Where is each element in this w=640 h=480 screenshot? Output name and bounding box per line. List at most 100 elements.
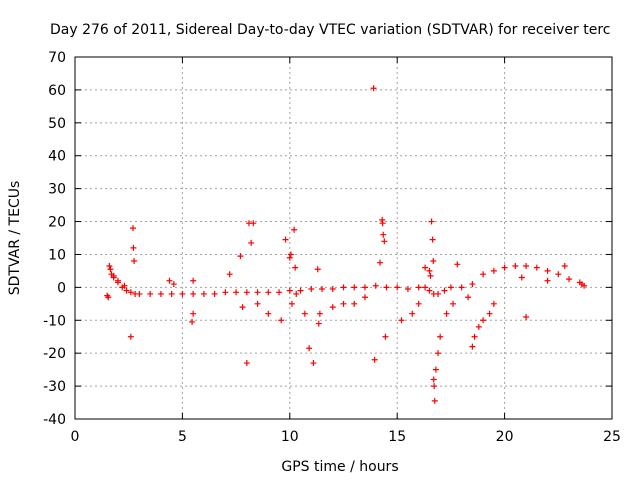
data-point bbox=[240, 304, 246, 310]
y-tick-label: 50 bbox=[48, 116, 66, 132]
data-point bbox=[315, 266, 321, 272]
data-point bbox=[222, 289, 228, 295]
data-point bbox=[316, 321, 322, 327]
data-point bbox=[278, 317, 284, 323]
x-tick-label: 20 bbox=[496, 429, 514, 445]
data-point bbox=[128, 334, 134, 340]
y-tick-label: 60 bbox=[48, 83, 66, 99]
data-point bbox=[341, 301, 347, 307]
data-point bbox=[276, 289, 282, 295]
data-point bbox=[302, 311, 308, 317]
data-point bbox=[179, 291, 185, 297]
data-point bbox=[382, 334, 388, 340]
y-tick-label: 30 bbox=[48, 182, 66, 198]
data-point bbox=[469, 344, 475, 350]
data-point bbox=[431, 377, 437, 383]
data-point bbox=[319, 286, 325, 292]
data-point bbox=[502, 265, 508, 271]
data-point bbox=[189, 319, 195, 325]
data-point bbox=[381, 238, 387, 244]
data-point bbox=[398, 317, 404, 323]
data-point bbox=[255, 301, 261, 307]
data-point bbox=[308, 286, 314, 292]
data-point bbox=[426, 288, 432, 294]
data-point bbox=[422, 265, 428, 271]
series-sdtvar bbox=[104, 85, 587, 404]
data-point bbox=[487, 311, 493, 317]
y-tick-label: 70 bbox=[48, 50, 66, 66]
data-point bbox=[362, 294, 368, 300]
data-point bbox=[265, 311, 271, 317]
data-point bbox=[351, 301, 357, 307]
data-point bbox=[523, 263, 529, 269]
data-point bbox=[448, 284, 454, 290]
data-point bbox=[409, 311, 415, 317]
data-point bbox=[422, 284, 428, 290]
data-point bbox=[233, 289, 239, 295]
data-point bbox=[244, 289, 250, 295]
data-point bbox=[426, 268, 432, 274]
data-point bbox=[341, 284, 347, 290]
data-point bbox=[380, 232, 386, 238]
data-point bbox=[169, 291, 175, 297]
data-point bbox=[429, 219, 435, 225]
chart: Day 276 of 2011, Sidereal Day-to-day VTE… bbox=[0, 0, 640, 480]
data-point bbox=[545, 268, 551, 274]
data-point bbox=[480, 317, 486, 323]
data-point bbox=[512, 263, 518, 269]
data-point bbox=[130, 225, 136, 231]
data-point bbox=[283, 237, 289, 243]
data-point bbox=[435, 350, 441, 356]
x-tick-label: 5 bbox=[178, 429, 187, 445]
data-point bbox=[107, 266, 113, 272]
data-point bbox=[491, 301, 497, 307]
data-point bbox=[373, 283, 379, 289]
data-point bbox=[427, 273, 433, 279]
data-point bbox=[416, 284, 422, 290]
data-point bbox=[450, 301, 456, 307]
data-point bbox=[158, 291, 164, 297]
data-point bbox=[167, 278, 173, 284]
data-point bbox=[459, 284, 465, 290]
data-point bbox=[201, 291, 207, 297]
data-point bbox=[237, 253, 243, 259]
data-point bbox=[298, 288, 304, 294]
data-point bbox=[432, 398, 438, 404]
data-point bbox=[227, 271, 233, 277]
data-point bbox=[416, 301, 422, 307]
data-point bbox=[293, 291, 299, 297]
x-tick-label: 10 bbox=[281, 429, 299, 445]
chart-title: Day 276 of 2011, Sidereal Day-to-day VTE… bbox=[50, 22, 610, 38]
data-point bbox=[435, 291, 441, 297]
data-point bbox=[106, 263, 112, 269]
data-point bbox=[362, 284, 368, 290]
data-point bbox=[562, 263, 568, 269]
data-point bbox=[291, 227, 297, 233]
data-point bbox=[244, 360, 250, 366]
data-point bbox=[519, 274, 525, 280]
data-point bbox=[372, 357, 378, 363]
data-point bbox=[394, 284, 400, 290]
data-point bbox=[444, 311, 450, 317]
grid bbox=[75, 57, 612, 419]
data-point bbox=[306, 345, 312, 351]
data-point bbox=[287, 255, 293, 261]
data-point bbox=[566, 276, 572, 282]
data-point bbox=[255, 289, 261, 295]
y-tick-label: -40 bbox=[43, 412, 66, 428]
data-point bbox=[330, 304, 336, 310]
data-point bbox=[472, 334, 478, 340]
data-point bbox=[171, 281, 177, 287]
data-point bbox=[465, 294, 471, 300]
x-axis-label: GPS time / hours bbox=[281, 459, 398, 475]
data-point bbox=[136, 291, 142, 297]
data-point bbox=[491, 268, 497, 274]
data-point bbox=[289, 301, 295, 307]
y-tick-label: -20 bbox=[43, 346, 66, 362]
data-point bbox=[317, 311, 323, 317]
data-point bbox=[441, 288, 447, 294]
data-point bbox=[190, 278, 196, 284]
data-point bbox=[480, 271, 486, 277]
data-point bbox=[437, 334, 443, 340]
data-point bbox=[476, 324, 482, 330]
